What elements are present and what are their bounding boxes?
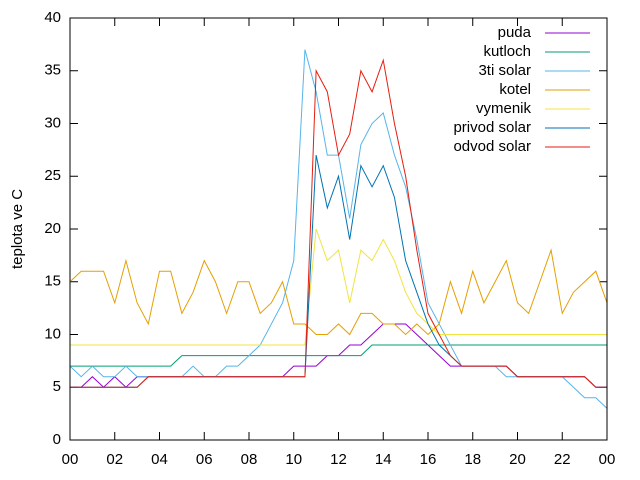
- x-tick-label: 18: [464, 451, 481, 468]
- y-tick-label: 40: [44, 9, 61, 26]
- series-line: [70, 155, 607, 388]
- legend-label: odvod solar: [453, 138, 531, 155]
- y-tick-label: 10: [44, 325, 61, 342]
- y-tick-label: 15: [44, 273, 61, 290]
- x-tick-label: 14: [375, 451, 392, 468]
- x-tick-label: 20: [509, 451, 526, 468]
- y-tick-label: 0: [53, 431, 61, 448]
- y-tick-label: 20: [44, 220, 61, 237]
- legend-label: puda: [498, 24, 532, 41]
- y-tick-label: 25: [44, 167, 61, 184]
- y-tick-label: 5: [53, 378, 61, 395]
- x-tick-label: 04: [151, 451, 168, 468]
- series-line: [70, 344, 607, 367]
- x-tick-label: 00: [62, 451, 79, 468]
- legend-label: kotel: [499, 81, 531, 98]
- series-line: [69, 248, 608, 336]
- x-tick-label: 22: [554, 451, 571, 468]
- series-line: [70, 228, 607, 346]
- x-tick-label: 06: [196, 451, 213, 468]
- plot-border: [69, 17, 608, 441]
- y-tick-label: 35: [44, 62, 61, 79]
- legend-label: vymenik: [476, 100, 532, 117]
- y-tick-label: 30: [44, 114, 61, 131]
- x-tick-label: 08: [241, 451, 258, 468]
- x-tick-label: 12: [330, 451, 347, 468]
- x-tick-label: 02: [106, 451, 123, 468]
- legend-label: kutloch: [483, 43, 531, 60]
- legend-label: 3ti solar: [478, 62, 531, 79]
- x-tick-label: 00: [599, 451, 616, 468]
- x-tick-label: 16: [420, 451, 437, 468]
- x-tick-label: 10: [285, 451, 302, 468]
- y-axis-label: teplota ve C: [9, 189, 26, 269]
- legend-label: privod solar: [453, 119, 531, 136]
- series-line: [70, 58, 607, 388]
